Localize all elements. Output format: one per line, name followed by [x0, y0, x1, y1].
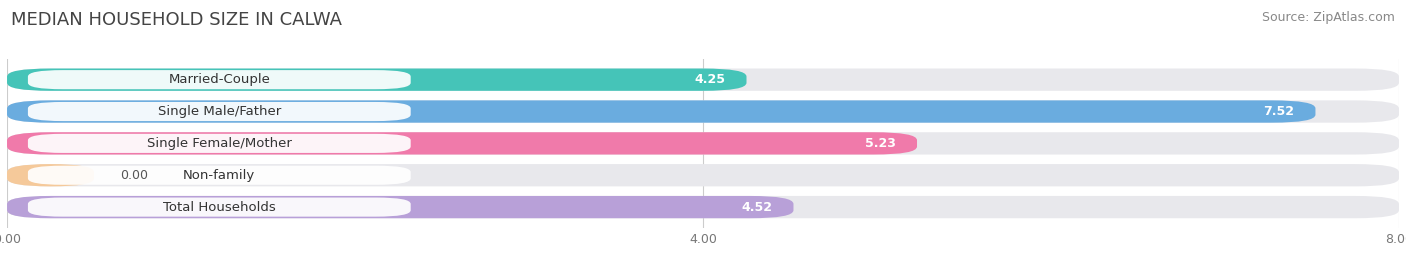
FancyBboxPatch shape — [7, 100, 1316, 123]
FancyBboxPatch shape — [7, 164, 94, 186]
FancyBboxPatch shape — [28, 198, 411, 217]
Text: Non-family: Non-family — [183, 169, 256, 182]
FancyBboxPatch shape — [28, 70, 411, 89]
FancyBboxPatch shape — [7, 132, 917, 155]
FancyBboxPatch shape — [28, 102, 411, 121]
Text: 0.00: 0.00 — [120, 169, 148, 182]
Text: Single Female/Mother: Single Female/Mother — [146, 137, 291, 150]
FancyBboxPatch shape — [7, 69, 1399, 91]
FancyBboxPatch shape — [7, 196, 793, 218]
Text: Total Households: Total Households — [163, 200, 276, 214]
FancyBboxPatch shape — [28, 134, 411, 153]
FancyBboxPatch shape — [28, 166, 411, 185]
Text: 5.23: 5.23 — [865, 137, 896, 150]
FancyBboxPatch shape — [7, 196, 1399, 218]
Text: Source: ZipAtlas.com: Source: ZipAtlas.com — [1261, 11, 1395, 24]
FancyBboxPatch shape — [7, 100, 1399, 123]
FancyBboxPatch shape — [7, 132, 1399, 155]
Text: 4.25: 4.25 — [695, 73, 725, 86]
Text: MEDIAN HOUSEHOLD SIZE IN CALWA: MEDIAN HOUSEHOLD SIZE IN CALWA — [11, 11, 342, 29]
FancyBboxPatch shape — [7, 69, 747, 91]
Text: 4.52: 4.52 — [741, 200, 772, 214]
Text: 7.52: 7.52 — [1264, 105, 1295, 118]
FancyBboxPatch shape — [7, 164, 1399, 186]
Text: Married-Couple: Married-Couple — [169, 73, 270, 86]
Text: Single Male/Father: Single Male/Father — [157, 105, 281, 118]
